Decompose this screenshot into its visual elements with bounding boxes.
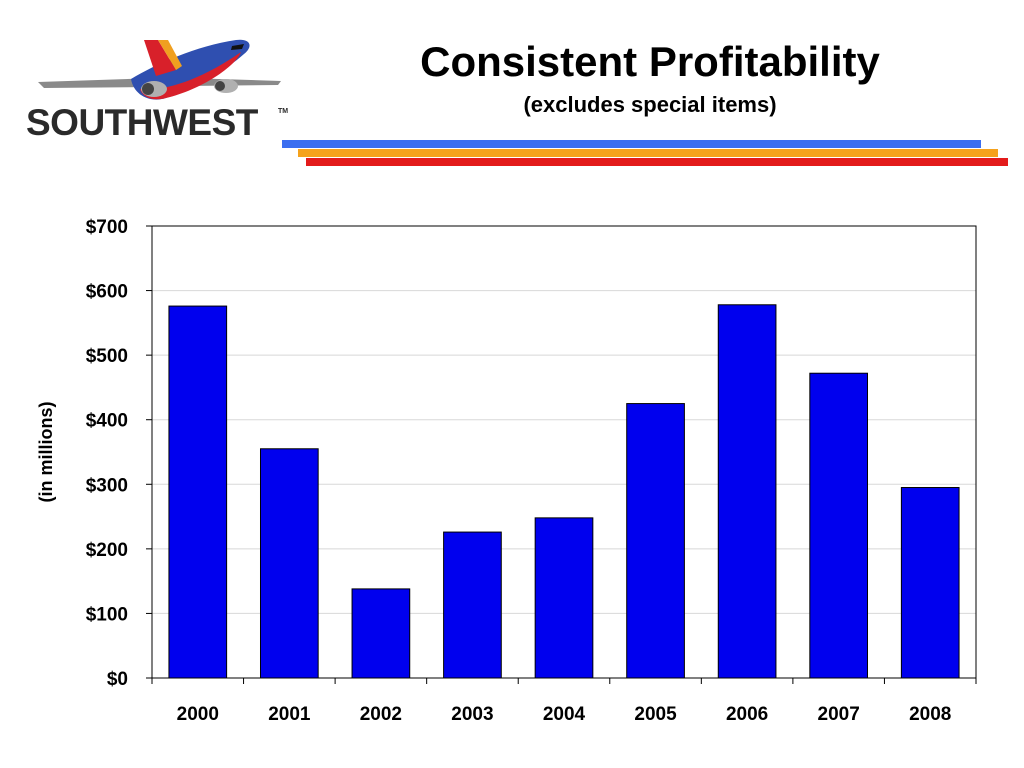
x-tick-label: 2004 xyxy=(543,704,586,725)
bar-2001 xyxy=(259,448,319,679)
y-tick-label: $700 xyxy=(86,217,128,238)
bar-2002 xyxy=(351,588,411,679)
page-subtitle: (excludes special items) xyxy=(523,92,777,117)
brand-wordmark: SOUTHWEST xyxy=(26,102,258,143)
y-tick-label: $0 xyxy=(107,669,128,690)
y-tick-label: $200 xyxy=(86,540,128,561)
axes: $0 $100 $200 $300 $400 $500 $600 $700 2000 2001 20… xyxy=(86,217,977,725)
x-tick-label: 2006 xyxy=(726,704,768,725)
y-tick-label: $300 xyxy=(86,475,128,496)
bar-2006 xyxy=(717,304,777,679)
y-tick-label: $500 xyxy=(86,346,128,367)
bar-2000 xyxy=(168,305,228,679)
stripe-red xyxy=(306,158,1008,166)
y-axis-label: (in millions) xyxy=(36,401,56,502)
x-tick-label: 2000 xyxy=(177,704,219,725)
stripe-blue xyxy=(282,140,981,148)
plot-area-border xyxy=(151,225,977,679)
y-tick-label: $600 xyxy=(86,282,128,303)
x-tick-label: 2007 xyxy=(818,704,860,725)
airplane-logo-icon xyxy=(38,39,281,100)
page-title: Consistent Profitability xyxy=(420,38,880,85)
x-tick-label: 2005 xyxy=(634,704,677,725)
stripe-orange xyxy=(298,149,998,157)
bars xyxy=(168,304,960,679)
x-tick-label: 2008 xyxy=(909,704,951,725)
y-tick-label: $400 xyxy=(86,411,128,432)
x-tick-label: 2003 xyxy=(451,704,493,725)
x-tick-label: 2002 xyxy=(360,704,402,725)
bar-2004 xyxy=(534,517,594,679)
x-tick-label: 2001 xyxy=(268,704,311,725)
bar-2007 xyxy=(809,372,869,679)
bar-2003 xyxy=(443,531,502,679)
trademark-mark: TM xyxy=(278,108,289,115)
bar-2008 xyxy=(900,487,960,679)
bar-2005 xyxy=(626,403,685,679)
y-tick-label: $100 xyxy=(86,604,128,625)
southwest-logo: SOUTHWEST TM xyxy=(22,34,302,146)
